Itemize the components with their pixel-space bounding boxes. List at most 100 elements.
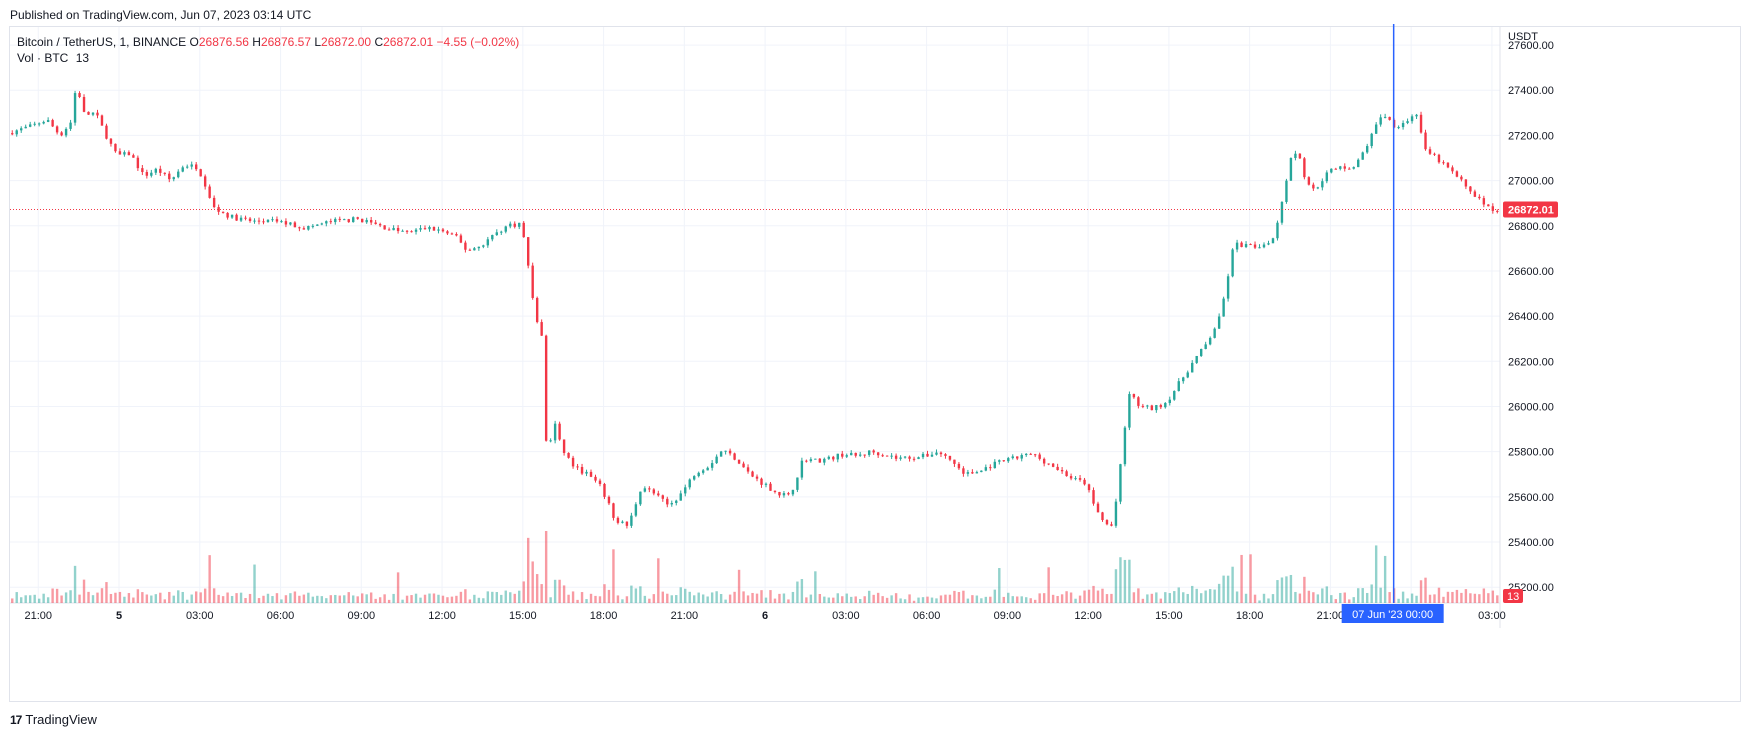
candle-body [594,476,597,481]
candle-body [1105,520,1109,525]
candle-body [701,470,705,473]
candle-body [20,128,23,131]
candle-body [957,463,961,469]
candle-body [1195,355,1198,363]
volume-bar [1370,584,1373,603]
candle-body [908,456,911,459]
candle-body [733,453,736,460]
volume-bar [890,595,893,603]
volume-bar [621,599,624,603]
candle-body [396,227,400,232]
high-label: H [252,35,261,49]
volume-label: Vol · BTC [17,51,69,65]
published-note: Published on TradingView.com, Jun 07, 20… [10,8,312,22]
volume-bar [948,594,952,603]
candle-body [432,226,436,231]
volume-bar [365,594,368,603]
volume-bar [244,597,247,603]
volume-bar [630,585,633,603]
volume-bar [302,594,306,603]
candle-body [230,214,234,218]
candle-body [369,220,373,223]
volume-bar [648,598,651,603]
candle-body [562,439,566,453]
volume-bar [859,599,862,603]
volume-bar [1424,577,1427,603]
volume-bar [899,598,902,603]
volume-bar [369,592,373,603]
candle-body [325,221,328,224]
volume-bar [1132,592,1136,603]
volume-bar [1159,598,1163,603]
volume-legend[interactable]: Vol · BTC 13 [17,51,89,65]
tradingview-brand: TradingView [25,712,97,727]
candle-body [796,477,799,490]
tradingview-logo[interactable]: 17 TradingView [10,712,97,727]
candle-body [975,472,979,474]
volume-bar [1267,598,1270,603]
candle-body [518,222,521,227]
time-tick-label: 21:00 [24,610,52,622]
candle-body [917,457,920,460]
candle-body [679,493,682,501]
candle-body [1056,466,1059,471]
volume-bar [150,595,153,603]
candle-body [966,472,970,474]
candle-body [706,467,709,471]
candle-body [1307,177,1311,185]
volume-bar [773,598,777,603]
volume-bar [491,591,494,603]
volume-last-badge [1503,589,1523,603]
price-tick-label: 27400.00 [1508,85,1554,97]
volume-bar [876,592,880,603]
volume-bar [993,589,997,603]
volume-bar [1433,594,1436,603]
volume-bar [1182,592,1185,603]
candle-body [616,517,620,523]
candle-body [527,237,530,266]
time-tick-label: 5 [116,610,122,622]
volume-bar [78,594,81,603]
volume-bar [459,591,463,603]
candle-body [845,455,848,457]
volume-bar [1217,583,1221,603]
volume-bar [253,564,256,603]
volume-bar [531,561,534,603]
volume-bar [657,558,660,603]
volume-bar [230,595,234,603]
volume-bar [248,593,252,603]
volume-bar [1428,594,1432,603]
candle-body [455,234,458,236]
volume-bar [1276,580,1279,603]
volume-bar [1307,590,1311,603]
candle-body [423,228,427,230]
volume-bar [1208,589,1212,603]
candle-body [1047,463,1050,465]
volume-bar [486,591,490,603]
volume-bar [177,590,180,603]
candle-body [885,455,889,457]
candle-body [1164,403,1167,408]
volume-bar [1357,588,1360,603]
price-tick-label: 25600.00 [1508,492,1554,504]
candle-body [1442,162,1445,164]
candle-body [612,503,615,518]
candle-body [253,220,256,222]
volume-bar [719,594,723,603]
symbol-label[interactable]: Bitcoin / TetherUS, 1, BINANCE [17,35,187,49]
candle-body [1262,244,1266,248]
candle-body [688,479,691,488]
price-tick-label: 26600.00 [1508,266,1554,278]
candle-body [159,168,162,173]
candle-body [1186,372,1189,378]
volume-bar [1056,595,1059,603]
volume-bar [199,592,202,603]
volume-bar [105,582,108,603]
candle-body [1312,184,1315,189]
candle-body [194,164,198,170]
candle-body [1083,479,1086,485]
candle-body [168,173,171,180]
candle-body [141,168,144,173]
time-tick-label: 12:00 [428,610,456,622]
